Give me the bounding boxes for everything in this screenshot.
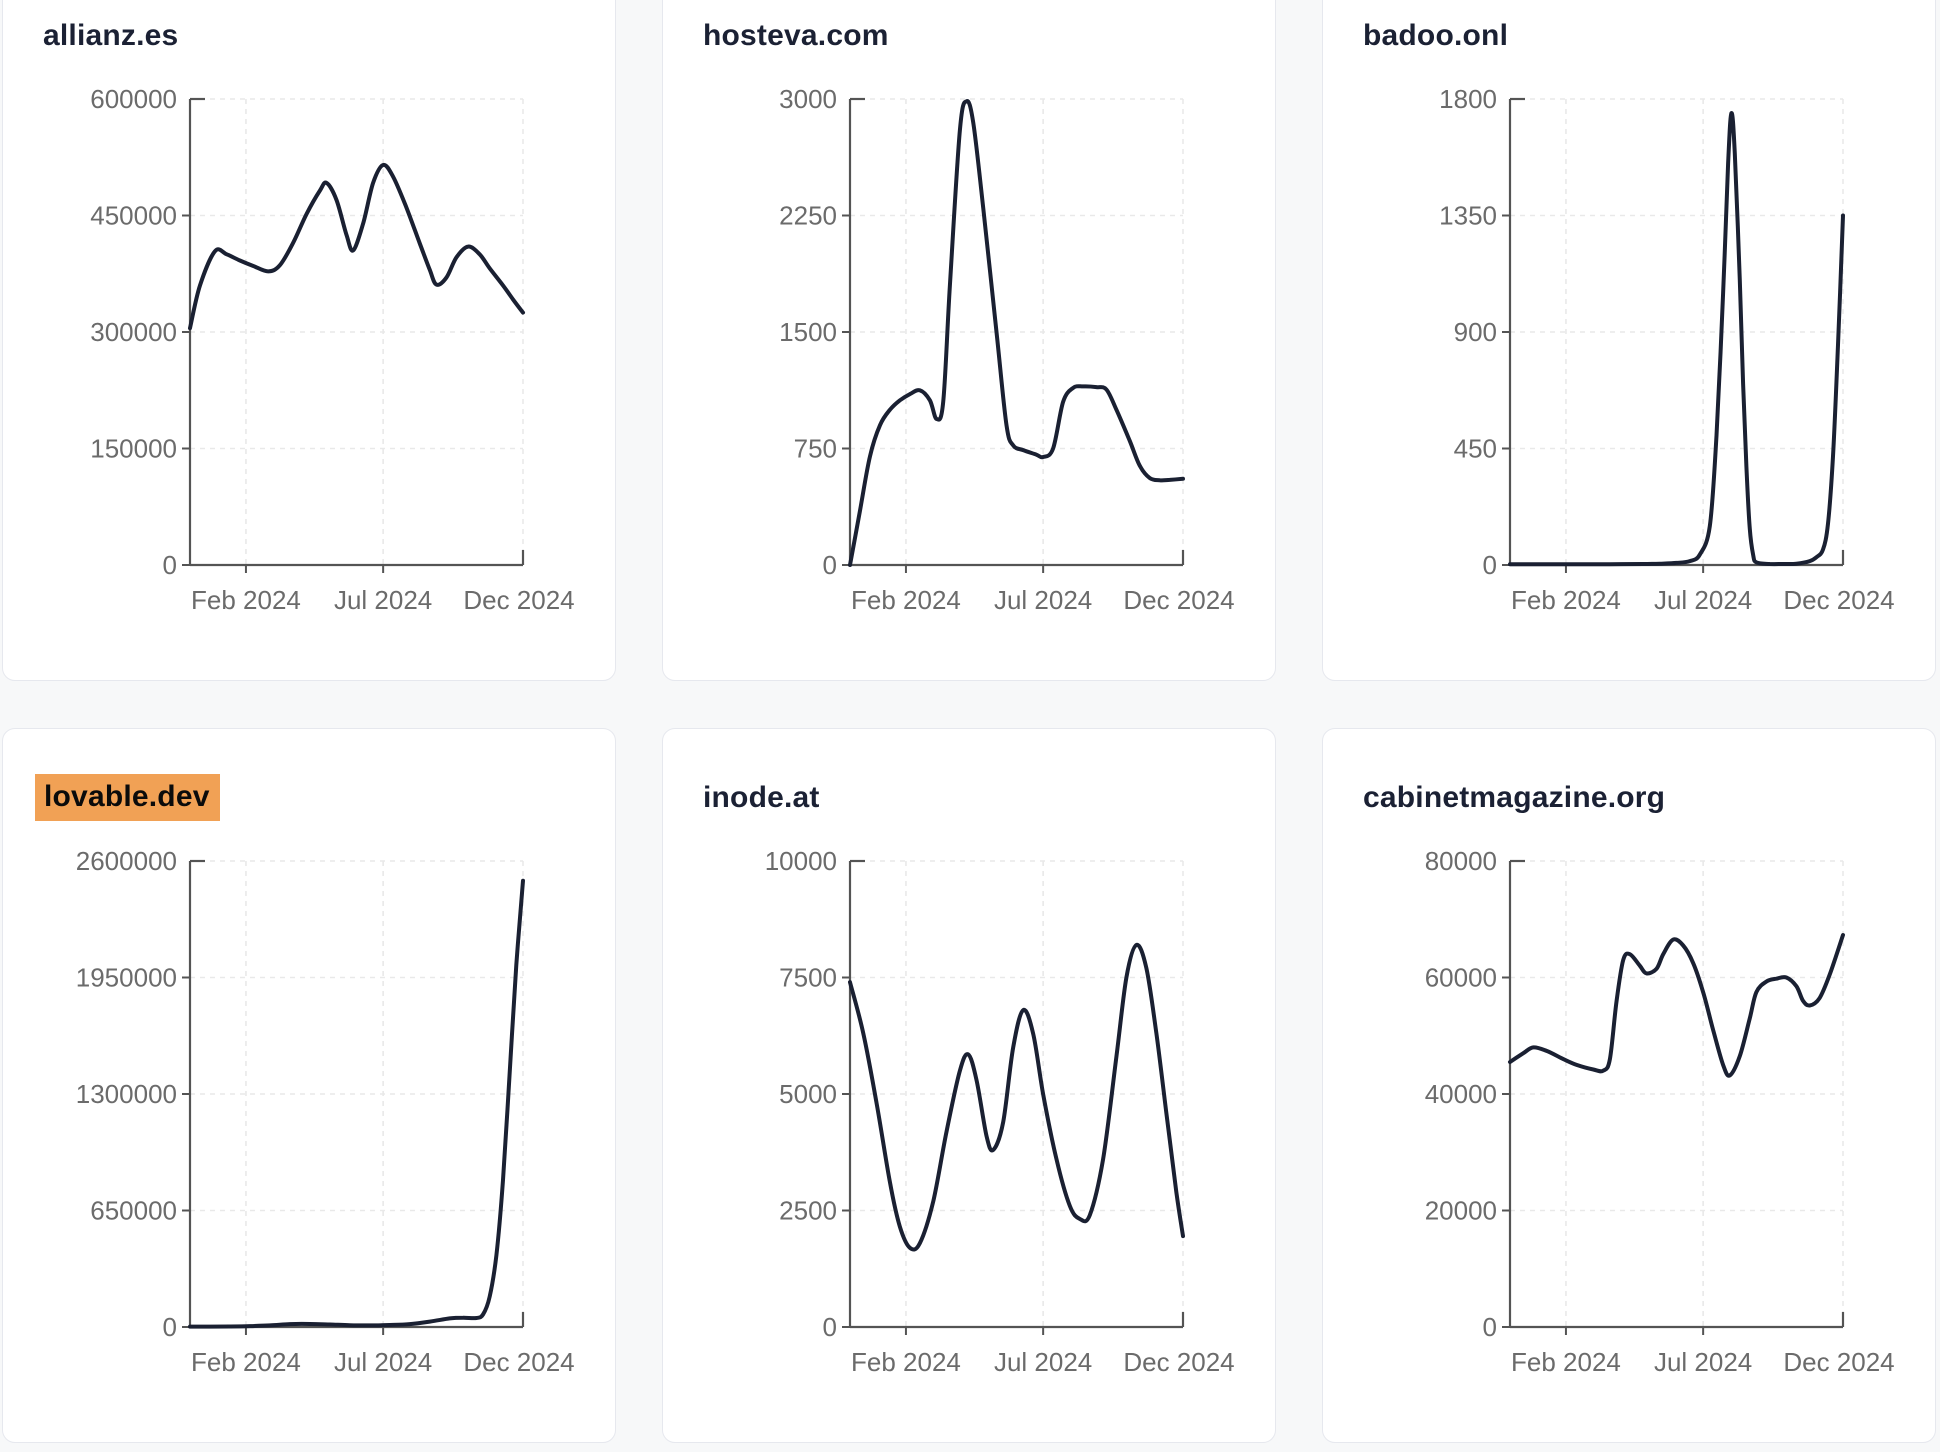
line-chart: 0 20000 40000 60000 80000 Feb 2024 Jul 2024 Dec… [1425, 846, 1895, 1377]
axis-labels: 0 150000 300000 450000 600000 Feb 2024 Jul 202… [90, 84, 574, 615]
line-chart: 0 2500 5000 7500 10000 Feb 2024 Jul 2024 Dec 20… [765, 846, 1235, 1377]
line-chart: 0 150000 300000 450000 600000 Feb 2024 Jul 202… [90, 84, 574, 615]
series-line [188, 162, 525, 331]
chart-card: allianz.es 0 150000 300000 450000 600000 Feb 2… [2, 0, 616, 681]
x-tick-label: Dec 2024 [1783, 1347, 1894, 1377]
chart-card: badoo.onl 0 450 900 1350 1800 Feb 2024 Jul 2024… [1322, 0, 1936, 681]
axis-labels: 0 650000 1300000 1950000 2600000 Feb 2024 Jul … [76, 846, 575, 1377]
chart-title: hosteva.com [703, 19, 889, 52]
x-tick-label: Dec 2024 [1783, 585, 1894, 615]
chart-card: lovable.dev 0 650000 1300000 1950000 2600000 F… [2, 728, 616, 1443]
axes [842, 97, 1185, 573]
x-tick-label: Feb 2024 [851, 1347, 961, 1377]
chart-title: cabinetmagazine.org [1363, 781, 1666, 814]
y-tick-label: 1350 [1439, 201, 1497, 231]
series-line [848, 942, 1185, 1252]
x-tick-label: Feb 2024 [1511, 585, 1621, 615]
line-chart: 0 650000 1300000 1950000 2600000 Feb 2024 Jul … [76, 846, 575, 1377]
y-tick-label: 3000 [779, 84, 837, 114]
y-tick-label: 2250 [779, 201, 837, 231]
y-tick-label: 1500 [779, 317, 837, 347]
y-tick-label: 60000 [1425, 963, 1497, 993]
gridlines [190, 860, 524, 1327]
chart-card: inode.at 0 2500 5000 7500 10000 Feb 2024 Jul 20… [662, 728, 1276, 1443]
line-chart: 0 750 1500 2250 3000 Feb 2024 Jul 2024 Dec 2024 [779, 84, 1235, 615]
x-tick-label: Jul 2024 [994, 585, 1092, 615]
gridlines [1510, 860, 1844, 1327]
chart-card: hosteva.com 0 750 1500 2250 3000 Feb 2024 Jul 2… [662, 0, 1276, 681]
axes [842, 859, 1185, 1335]
gridlines [190, 98, 524, 565]
y-tick-label: 0 [823, 1312, 837, 1342]
y-tick-label: 10000 [765, 846, 837, 876]
y-tick-label: 650000 [90, 1196, 177, 1226]
x-tick-label: Jul 2024 [1654, 585, 1752, 615]
y-tick-label: 0 [1483, 550, 1497, 580]
y-tick-label: 80000 [1425, 846, 1497, 876]
y-tick-label: 5000 [779, 1079, 837, 1109]
x-tick-label: Jul 2024 [334, 1347, 432, 1377]
series-line [1508, 111, 1845, 567]
chart-title-highlighted: lovable.dev [35, 774, 220, 821]
x-tick-label: Jul 2024 [334, 585, 432, 615]
y-tick-label: 0 [1483, 1312, 1497, 1342]
x-tick-label: Dec 2024 [463, 1347, 574, 1377]
chart-title: allianz.es [43, 19, 179, 52]
series-line [848, 99, 1185, 567]
axis-labels: 0 2500 5000 7500 10000 Feb 2024 Jul 2024 Dec 20… [765, 846, 1235, 1377]
x-tick-label: Feb 2024 [851, 585, 961, 615]
y-tick-label: 1300000 [76, 1079, 177, 1109]
series-line [188, 878, 525, 1329]
axis-labels: 0 450 900 1350 1800 Feb 2024 Jul 2024 Dec 2024 [1439, 84, 1895, 615]
chart-card: cabinetmagazine.org 0 20000 40000 60000 80000… [1322, 728, 1936, 1443]
x-tick-label: Feb 2024 [191, 585, 301, 615]
axes [1502, 97, 1845, 573]
gridlines [850, 98, 1184, 565]
x-tick-label: Jul 2024 [1654, 1347, 1752, 1377]
y-tick-label: 20000 [1425, 1196, 1497, 1226]
y-tick-label: 40000 [1425, 1079, 1497, 1109]
x-tick-label: Jul 2024 [994, 1347, 1092, 1377]
x-tick-label: Feb 2024 [191, 1347, 301, 1377]
x-tick-label: Dec 2024 [463, 585, 574, 615]
axes [1502, 859, 1845, 1335]
y-tick-label: 450 [1454, 434, 1497, 464]
line-chart: 0 450 900 1350 1800 Feb 2024 Jul 2024 Dec 2024 [1439, 84, 1895, 615]
y-tick-label: 1800 [1439, 84, 1497, 114]
y-tick-label: 600000 [90, 84, 177, 114]
axis-labels: 0 20000 40000 60000 80000 Feb 2024 Jul 2024 Dec… [1425, 846, 1895, 1377]
chart-title: badoo.onl [1363, 19, 1509, 52]
axes [182, 859, 525, 1335]
y-tick-label: 0 [163, 550, 177, 580]
y-tick-label: 150000 [90, 434, 177, 464]
y-tick-label: 1950000 [76, 963, 177, 993]
x-tick-label: Dec 2024 [1123, 585, 1234, 615]
y-tick-label: 450000 [90, 201, 177, 231]
x-tick-label: Feb 2024 [1511, 1347, 1621, 1377]
y-tick-label: 300000 [90, 317, 177, 347]
y-tick-label: 0 [163, 1312, 177, 1342]
gridlines [850, 860, 1184, 1327]
axes [182, 97, 525, 573]
axis-labels: 0 750 1500 2250 3000 Feb 2024 Jul 2024 Dec 2024 [779, 84, 1235, 615]
y-tick-label: 2500 [779, 1196, 837, 1226]
y-tick-label: 750 [794, 434, 837, 464]
y-tick-label: 0 [823, 550, 837, 580]
gridlines [1510, 98, 1844, 565]
series-line [1508, 933, 1845, 1078]
chart-title: inode.at [703, 781, 820, 814]
y-tick-label: 2600000 [76, 846, 177, 876]
y-tick-label: 7500 [779, 963, 837, 993]
y-tick-label: 900 [1454, 317, 1497, 347]
x-tick-label: Dec 2024 [1123, 1347, 1234, 1377]
